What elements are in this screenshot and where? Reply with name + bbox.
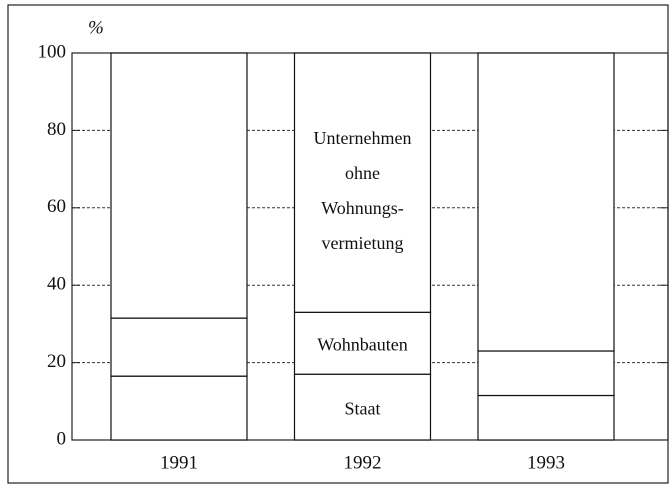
y-tick-label: 100: [38, 41, 67, 62]
bar-segment: [110, 375, 248, 441]
y-unit: %: [88, 17, 104, 38]
bar-segment: [293, 311, 432, 375]
segment-label: Unternehmen ohne Wohnungs- vermietung: [313, 127, 412, 253]
bar-segment: [110, 317, 248, 377]
x-tick-label: 1993: [527, 452, 565, 473]
x-tick-label: 1992: [344, 452, 382, 473]
bar-segment: [477, 52, 615, 352]
bar-segment: [293, 52, 432, 313]
y-tick-label: 20: [47, 351, 66, 372]
y-tick-label: 0: [57, 428, 67, 449]
bar-segment: [477, 394, 615, 441]
y-tick-label: 80: [47, 119, 66, 140]
y-tick-label: 40: [47, 274, 66, 295]
segment-label: Wohnbauten: [317, 334, 408, 355]
bar-segment: [477, 350, 615, 397]
x-tick-label: 1991: [160, 452, 198, 473]
bar-segment: [110, 52, 248, 319]
bar-segment: [293, 373, 432, 441]
y-tick-label: 60: [47, 196, 66, 217]
segment-label: Staat: [344, 398, 381, 419]
